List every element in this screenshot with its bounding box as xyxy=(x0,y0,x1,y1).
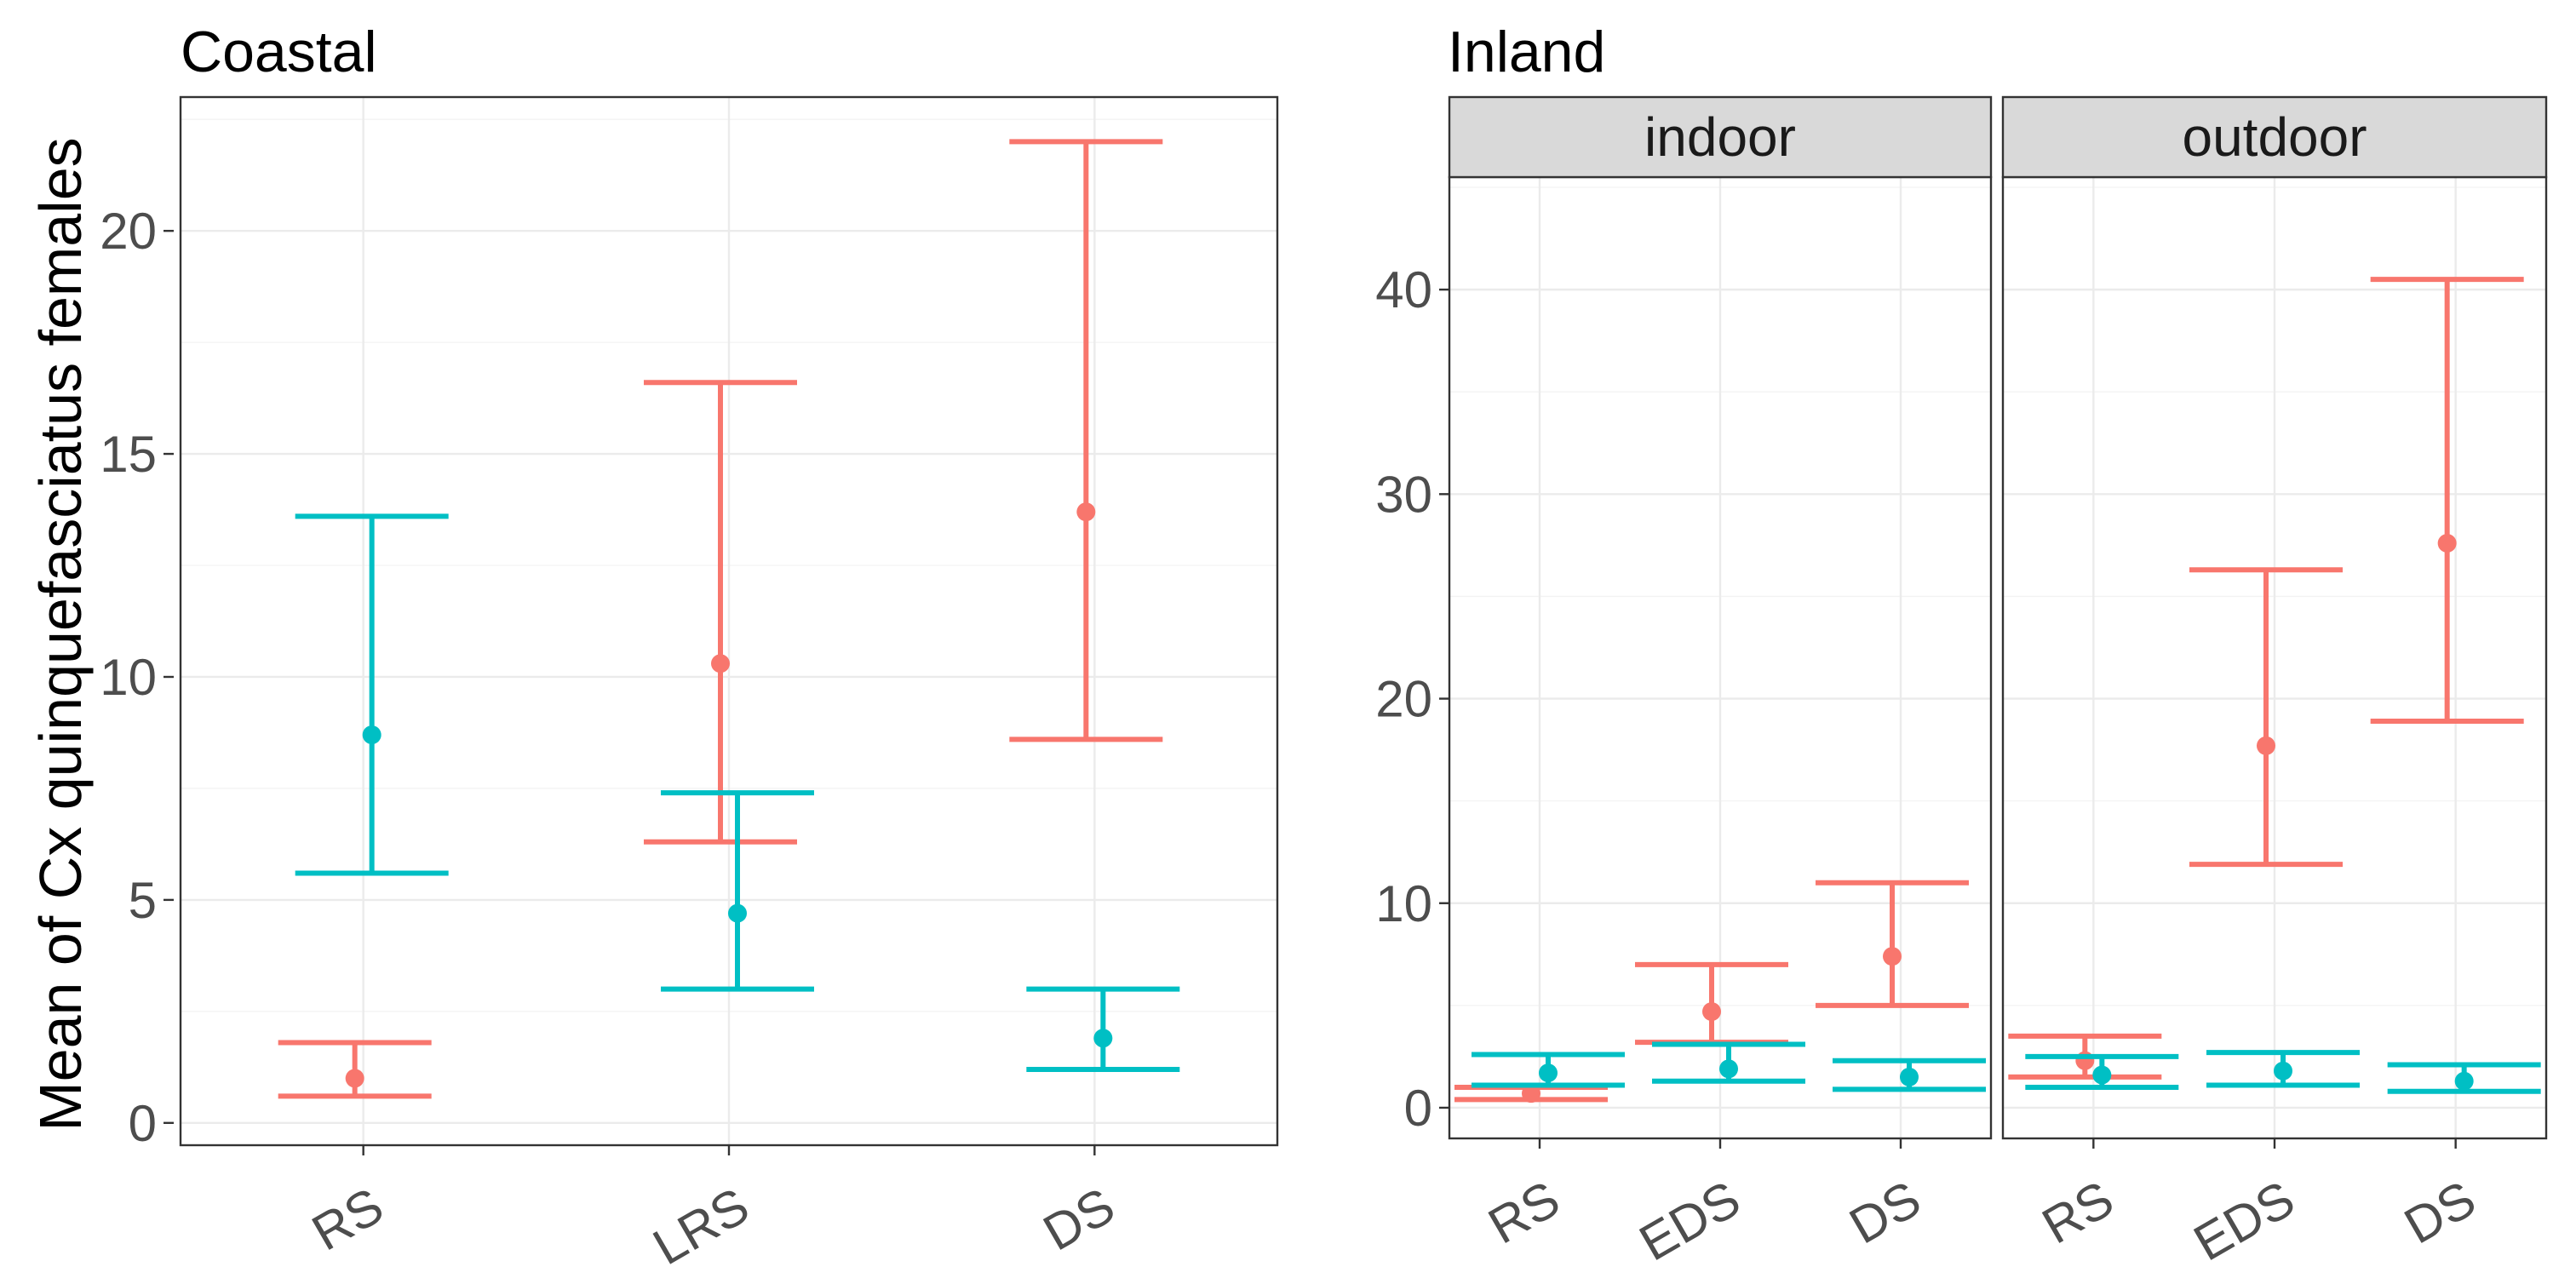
coastal-y-tick-label: 20 xyxy=(100,203,157,260)
coastal-red-errorbar-ds xyxy=(1009,139,1163,742)
coastal-teal-errorbar-rs xyxy=(295,513,449,876)
coastal-teal-errorbar-lrs xyxy=(661,790,814,992)
inland-outdoor-strip xyxy=(2001,95,2548,179)
mean-point xyxy=(2437,533,2457,553)
mean-point xyxy=(1076,502,1096,522)
mean-point xyxy=(1093,1029,1113,1048)
coastal-y-tick-label: 5 xyxy=(129,872,157,929)
coastal-y-tick-label: 15 xyxy=(100,426,157,483)
inland-outdoor-red-errorbar-eds xyxy=(2189,567,2343,868)
mean-point xyxy=(1900,1067,1919,1086)
inland-indoor-teal-errorbar-rs xyxy=(1472,1052,1625,1088)
inland-indoor-strip-label: indoor xyxy=(1644,106,1796,168)
coastal-y-tick-label: 10 xyxy=(100,649,157,706)
inland-indoor-red-errorbar-ds xyxy=(1816,880,1969,1008)
inland-indoor-teal-errorbar-ds xyxy=(1833,1058,1986,1092)
mean-point xyxy=(1719,1059,1738,1079)
coastal-title: Coastal xyxy=(181,20,377,84)
inland-y-tick-label: 40 xyxy=(1375,261,1432,318)
inland-indoor-strip xyxy=(1448,95,1993,179)
inland-indoor-teal-errorbar-eds xyxy=(1652,1041,1805,1084)
mean-point xyxy=(1522,1084,1540,1103)
mean-point xyxy=(1883,947,1902,966)
inland-y-tick-label: 0 xyxy=(1404,1080,1432,1137)
coastal-teal-errorbar-ds xyxy=(1026,986,1180,1072)
inland-outdoor-strip-label: outdoor xyxy=(2182,106,2367,168)
inland-outdoor-teal-errorbar-rs xyxy=(2025,1053,2179,1090)
inland-y-tick-label: 10 xyxy=(1375,875,1432,932)
coastal-y-tick-label: 0 xyxy=(129,1095,157,1152)
inland-outdoor-teal-errorbar-ds xyxy=(2387,1062,2541,1094)
coastal-red-errorbar-lrs xyxy=(644,380,797,845)
mean-point xyxy=(728,903,747,923)
y-axis-title: Mean of Cx quinquefasciatus females xyxy=(27,137,94,1131)
inland-outdoor-teal-errorbar-eds xyxy=(2206,1050,2360,1088)
mean-point xyxy=(1539,1063,1558,1083)
mean-point xyxy=(711,654,730,674)
mean-point xyxy=(362,725,382,745)
inland-y-tick-label: 30 xyxy=(1375,466,1432,523)
inland-outdoor-red-errorbar-ds xyxy=(2370,277,2524,724)
mean-point xyxy=(1702,1002,1721,1022)
mean-point xyxy=(345,1069,364,1088)
mean-point xyxy=(2274,1061,2292,1081)
mean-point xyxy=(2092,1065,2112,1085)
coastal-red-errorbar-rs xyxy=(278,1040,432,1099)
inland-y-tick-label: 20 xyxy=(1375,671,1432,728)
mean-point xyxy=(2257,736,2275,755)
inland-title: Inland xyxy=(1448,20,1605,84)
mean-point xyxy=(2454,1071,2474,1091)
